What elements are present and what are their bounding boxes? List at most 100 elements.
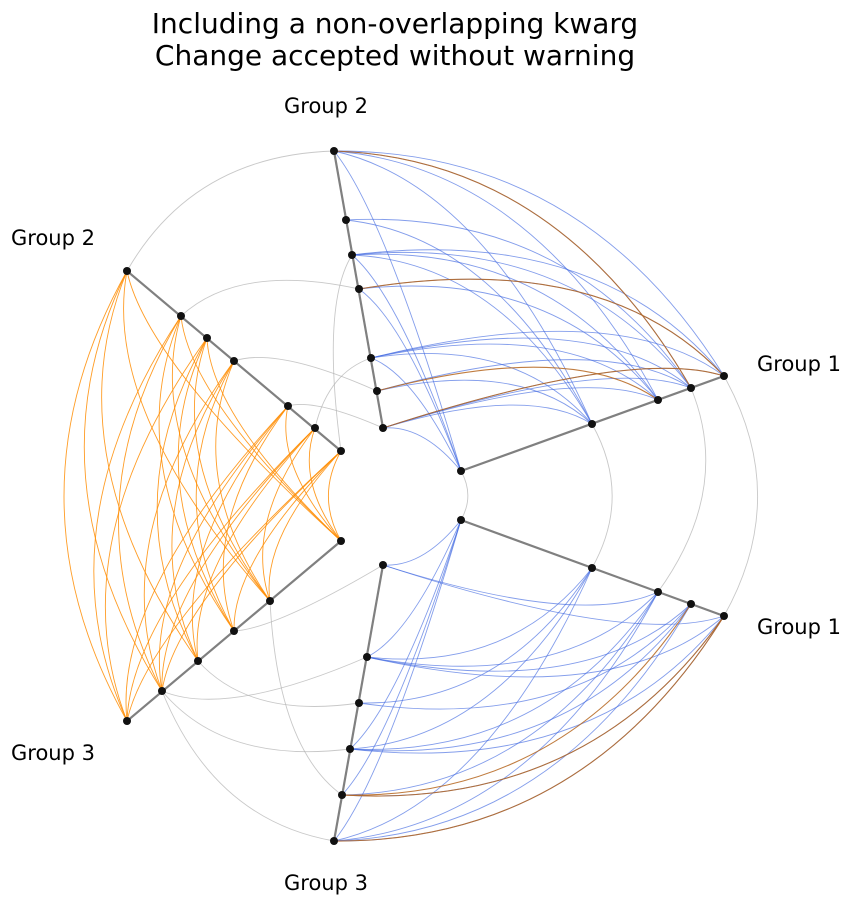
- gray-edge-13: [723, 375, 758, 617]
- axis-label-group2-left: Group 2: [11, 226, 95, 250]
- title-line-2: Change accepted without warning: [155, 39, 635, 72]
- blue-edge-top-62: [370, 343, 659, 401]
- gray-edge-7: [161, 656, 368, 700]
- blue-edge-top-69: [351, 252, 692, 389]
- blue-edge-top-67: [376, 359, 692, 392]
- node-ax1-top-2: [654, 396, 662, 404]
- axis-label-group2-top: Group 2: [284, 94, 368, 118]
- orange-edge-23: [196, 427, 316, 662]
- blue-edge-top-53: [351, 254, 462, 472]
- blue-edge-top-55: [382, 404, 593, 429]
- orange-edge-39: [104, 337, 208, 722]
- orange-edge-31: [215, 360, 271, 602]
- node-ax3-left-3: [194, 657, 202, 665]
- orange-edge-18: [233, 450, 342, 632]
- gray-edge-4: [332, 254, 353, 452]
- orange-edge-40: [180, 315, 342, 542]
- intra-group-edges: [63, 150, 725, 842]
- orange-edge-21: [308, 427, 342, 542]
- orange-edge-20: [126, 450, 342, 722]
- blue-edge-bottom-85: [366, 567, 593, 660]
- gray-edge-6: [233, 564, 384, 632]
- blue-edge-top-63: [358, 285, 659, 401]
- gray-edge-2: [180, 279, 360, 317]
- blue-edge-bottom-99: [333, 519, 462, 842]
- node-ax1-bottom-0: [457, 516, 465, 524]
- node-ax2-top-0: [379, 424, 387, 432]
- blue-edge-bottom-82: [382, 564, 659, 606]
- orange-edge-17: [268, 450, 342, 602]
- orange-edge-34: [143, 360, 235, 692]
- node-ax3-bottom-3: [346, 745, 354, 753]
- blue-edge-bottom-101: [333, 591, 659, 842]
- blue-edge-bottom-97: [341, 591, 659, 796]
- node-ax2-left-3: [230, 357, 238, 365]
- blue-edge-top-54: [333, 150, 462, 472]
- blue-edge-bottom-102: [333, 603, 692, 842]
- orange-edge-38: [156, 337, 208, 662]
- node-ax2-left-2: [284, 402, 292, 410]
- orange-edge-16: [327, 450, 342, 542]
- inter-group-edges: [126, 150, 758, 842]
- orange-edge-26: [285, 405, 342, 542]
- node-ax3-bottom-4: [338, 791, 346, 799]
- orange-edge-30: [125, 405, 289, 722]
- node-ax1-top-0: [457, 467, 465, 475]
- gray-edge-10: [197, 660, 360, 707]
- gray-edge-8: [161, 690, 351, 753]
- node-ax3-left-5: [123, 717, 131, 725]
- node-ax3-bottom-2: [355, 699, 363, 707]
- orange-edge-24: [161, 427, 316, 692]
- node-ax3-left-2: [230, 627, 238, 635]
- brown-edge-top-80: [382, 367, 725, 429]
- node-ax3-bottom-0: [379, 561, 387, 569]
- blue-edge-bottom-100: [333, 567, 593, 842]
- gray-edge-12: [591, 423, 613, 569]
- gray-edge-3: [287, 404, 384, 429]
- blue-edge-top-68: [370, 337, 692, 389]
- blue-edge-bottom-88: [366, 615, 725, 678]
- blue-edge-top-75: [351, 249, 725, 377]
- brown-edge-top-77: [333, 150, 692, 389]
- node-ax1-top-3: [687, 384, 695, 392]
- node-ax2-top-6: [330, 147, 338, 155]
- gray-edge-9: [161, 690, 335, 842]
- node-ax1-bottom-3: [687, 600, 695, 608]
- blue-edge-top-60: [333, 150, 593, 425]
- node-ax2-top-1: [373, 387, 381, 395]
- blue-edge-top-64: [351, 253, 659, 401]
- blue-edge-top-61: [382, 387, 659, 429]
- orange-edge-28: [191, 405, 289, 662]
- blue-edge-bottom-84: [366, 519, 462, 658]
- orange-edge-46: [123, 270, 271, 602]
- orange-edge-47: [101, 270, 199, 662]
- blue-edge-top-57: [370, 352, 593, 425]
- brown-edge-bottom-106: [341, 603, 692, 796]
- orange-edge-48: [83, 270, 163, 692]
- blue-edge-bottom-87: [366, 603, 692, 672]
- orange-edge-41: [171, 315, 271, 602]
- blue-edge-bottom-91: [349, 519, 462, 750]
- blue-edge-top-71: [333, 150, 692, 389]
- node-ax2-top-5: [342, 216, 350, 224]
- blue-edge-bottom-81: [382, 519, 462, 566]
- node-ax2-top-2: [367, 354, 375, 362]
- blue-edge-bottom-95: [349, 615, 725, 754]
- brown-edge-top-79: [376, 366, 659, 401]
- orange-edge-49: [63, 270, 128, 722]
- axis-label-group1-top: Group 1: [757, 352, 841, 376]
- brown-edge-bottom-104: [333, 615, 725, 842]
- orange-edge-44: [93, 315, 182, 722]
- node-ax1-bottom-4: [720, 612, 728, 620]
- node-ax1-top-4: [720, 372, 728, 380]
- node-ax1-top-1: [588, 420, 596, 428]
- node-ax3-bottom-5: [330, 837, 338, 845]
- gray-edge-11: [269, 600, 343, 796]
- blue-edge-top-73: [370, 330, 725, 377]
- orange-edge-32: [195, 360, 235, 632]
- axis-label-group3-left: Group 3: [11, 741, 95, 765]
- brown-edge-top-78: [358, 278, 725, 377]
- blue-edge-bottom-94: [349, 603, 692, 752]
- blue-edge-top-56: [376, 379, 593, 425]
